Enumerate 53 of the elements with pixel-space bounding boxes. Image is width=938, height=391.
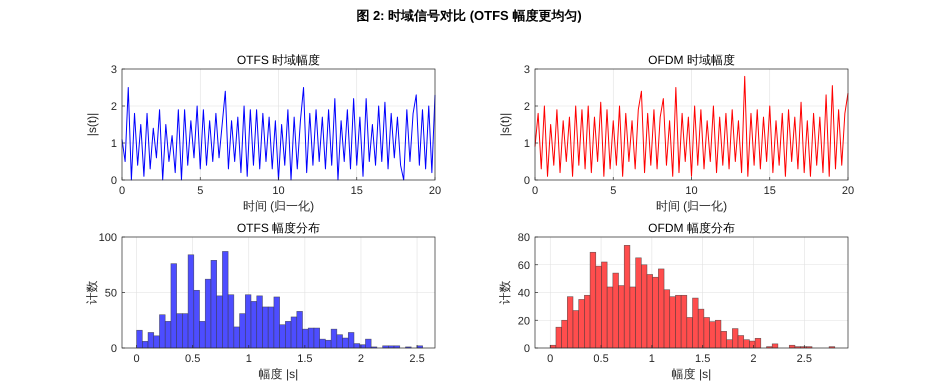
- x-tick-label: 15: [350, 185, 363, 197]
- y-tick-label: 2: [110, 101, 117, 113]
- chart-title: OTFS 时域幅度: [236, 53, 320, 67]
- x-tick-label: 5: [197, 185, 204, 197]
- x-tick-label: 1.5: [297, 353, 313, 365]
- x-tick-label: 0: [547, 353, 554, 365]
- y-tick-label: 0: [110, 343, 117, 355]
- y-tick-label: 0: [110, 175, 117, 187]
- y-axis-title: 计数: [498, 280, 512, 304]
- y-axis-title: 计数: [85, 280, 99, 304]
- x-axis-title: 时间 (归一化): [242, 199, 314, 213]
- x-tick-label: 0: [118, 185, 126, 197]
- x-tick-label: 0: [532, 185, 538, 197]
- x-tick-label: 0.5: [593, 353, 609, 365]
- x-tick-label: 1.5: [695, 353, 710, 365]
- x-tick-label: 10: [685, 185, 698, 197]
- x-tick-label: 1: [648, 353, 655, 365]
- x-tick-label: 2.5: [409, 353, 425, 365]
- x-tick-label: 20: [428, 185, 442, 197]
- y-tick-label: 60: [518, 260, 530, 272]
- y-tick-label: 0: [524, 175, 530, 187]
- x-axis-title: 时间 (归一化): [656, 199, 728, 213]
- x-tick-label: 2: [358, 353, 364, 365]
- y-tick-label: 20: [518, 315, 530, 328]
- y-axis-title: |s(t)|: [85, 112, 99, 136]
- chart-title: OTFS 幅度分布: [236, 221, 320, 235]
- y-tick-label: 3: [524, 64, 530, 76]
- x-tick-label: 2.5: [796, 353, 812, 365]
- x-tick-label: 0: [134, 353, 140, 365]
- x-tick-label: 0.5: [185, 353, 200, 365]
- x-tick-label: 1: [246, 353, 252, 365]
- y-axis-title: |s(t)|: [498, 112, 512, 136]
- chart-title: OFDM 时域幅度: [648, 53, 735, 67]
- x-tick-label: 20: [842, 185, 854, 197]
- x-axis-title: 幅度 |s|: [672, 367, 712, 381]
- y-tick-label: 80: [518, 232, 530, 244]
- y-tick-label: 40: [518, 288, 530, 300]
- y-tick-label: 1: [110, 138, 117, 150]
- y-tick-label: 50: [104, 288, 117, 300]
- text: 图 2: 时域信号对比 (OTFS 幅度更均匀): [356, 8, 582, 23]
- x-tick-label: 15: [764, 185, 776, 197]
- y-tick-label: 100: [98, 232, 117, 244]
- y-tick-label: 2: [524, 101, 530, 113]
- chart-title: OFDM 幅度分布: [648, 221, 735, 235]
- x-axis-title: 幅度 |s|: [258, 367, 298, 381]
- y-tick-label: 1: [524, 138, 530, 150]
- x-tick-label: 2: [750, 353, 757, 365]
- line-series: [122, 87, 436, 180]
- x-tick-label: 5: [610, 185, 616, 197]
- line-series: [534, 76, 848, 177]
- y-tick-label: 3: [110, 64, 117, 76]
- x-tick-label: 10: [272, 185, 285, 197]
- y-tick-label: 0: [524, 343, 530, 355]
